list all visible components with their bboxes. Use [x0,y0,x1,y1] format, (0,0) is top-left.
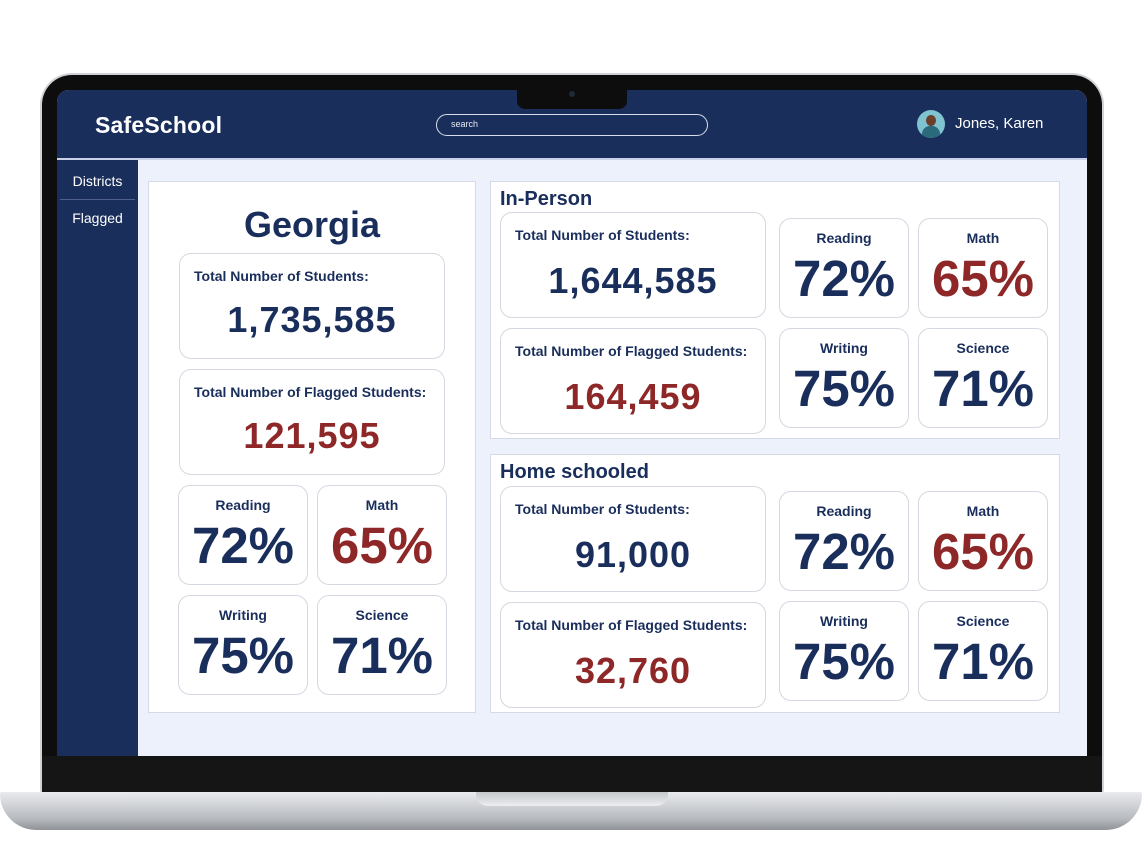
writing-label: Writing [219,607,267,623]
math-value: 65% [330,517,434,574]
flagged-students-label: Total Number of Flagged Students: [194,384,427,400]
home-schooled-title: Home schooled [500,461,649,483]
home-schooled-flagged-card: Total Number of Flagged Students: 32,760 [500,602,766,708]
in-person-math-card: Math 65% [918,218,1048,318]
in-person-panel: In-Person Total Number of Students: 1,64… [490,181,1060,439]
in-person-science-card: Science 71% [918,328,1048,428]
home-schooled-science-card: Science 71% [918,601,1048,701]
math-label: Math [365,497,399,513]
state-panel: Georgia Total Number of Students: 1,735,… [148,181,476,713]
in-person-reading-label: Reading [816,230,872,246]
laptop-chin [42,756,1102,792]
in-person-writing-card: Writing 75% [779,328,909,428]
search-placeholder: search [451,119,479,129]
in-person-science-value: 71% [931,360,1035,417]
home-schooled-writing-card: Writing 75% [779,601,909,701]
home-schooled-math-label: Math [966,503,1000,519]
in-person-total-card: Total Number of Students: 1,644,585 [500,212,766,318]
home-schooled-flagged-value: 32,760 [574,650,692,691]
home-schooled-reading-label: Reading [816,503,872,519]
state-title: Georgia [243,204,381,245]
in-person-flagged-value: 164,459 [564,376,702,417]
in-person-total-label: Total Number of Students: [515,227,690,243]
writing-value: 75% [191,627,295,684]
in-person-writing-value: 75% [792,360,896,417]
home-schooled-reading-card: Reading 72% [779,491,909,591]
writing-stat-card: Writing 75% [178,595,308,695]
total-students-value: 1,735,585 [227,299,397,340]
home-schooled-total-card: Total Number of Students: 91,000 [500,486,766,592]
sidebar-item-districts[interactable]: Districts [60,163,135,200]
home-schooled-math-card: Math 65% [918,491,1048,591]
in-person-math-label: Math [966,230,1000,246]
in-person-reading-value: 72% [792,250,896,307]
laptop-hinge-groove [476,792,668,806]
app-screen: SafeSchool search Jones, Karen Districts… [57,90,1087,756]
home-schooled-panel: Home schooled Total Number of Students: … [490,454,1060,713]
home-schooled-total-value: 91,000 [574,534,692,575]
camera-icon [569,91,575,97]
home-schooled-writing-label: Writing [820,613,868,629]
in-person-flagged-label: Total Number of Flagged Students: [515,343,748,359]
user-name[interactable]: Jones, Karen [955,115,1044,132]
avatar[interactable] [917,110,945,138]
sidebar-item-flagged[interactable]: Flagged [72,210,123,226]
in-person-writing-label: Writing [820,340,868,356]
avatar-body-shape [922,126,940,138]
in-person-reading-card: Reading 72% [779,218,909,318]
search-input[interactable]: search [436,114,708,136]
science-label: Science [355,607,409,623]
home-schooled-total-label: Total Number of Students: [515,501,690,517]
reading-label: Reading [215,497,271,513]
home-schooled-flagged-label: Total Number of Flagged Students: [515,617,748,633]
in-person-flagged-card: Total Number of Flagged Students: 164,45… [500,328,766,434]
avatar-head-shape [926,115,936,126]
home-schooled-reading-value: 72% [792,523,896,580]
in-person-science-label: Science [956,340,1010,356]
flagged-students-value: 121,595 [243,415,381,456]
in-person-math-value: 65% [931,250,1035,307]
home-schooled-science-value: 71% [931,633,1035,690]
sidebar: Districts Flagged [57,160,138,756]
total-students-card: Total Number of Students: 1,735,585 [179,253,445,359]
in-person-title: In-Person [500,188,593,210]
reading-stat-card: Reading 72% [178,485,308,585]
brand-logo[interactable]: SafeSchool [95,112,223,138]
total-students-label: Total Number of Students: [194,268,369,284]
science-stat-card: Science 71% [317,595,447,695]
math-stat-card: Math 65% [317,485,447,585]
camera-notch [517,89,627,109]
in-person-total-value: 1,644,585 [548,260,718,301]
home-schooled-science-label: Science [956,613,1010,629]
flagged-students-card: Total Number of Flagged Students: 121,59… [179,369,445,475]
reading-value: 72% [191,517,295,574]
home-schooled-writing-value: 75% [792,633,896,690]
science-value: 71% [330,627,434,684]
home-schooled-math-value: 65% [931,523,1035,580]
